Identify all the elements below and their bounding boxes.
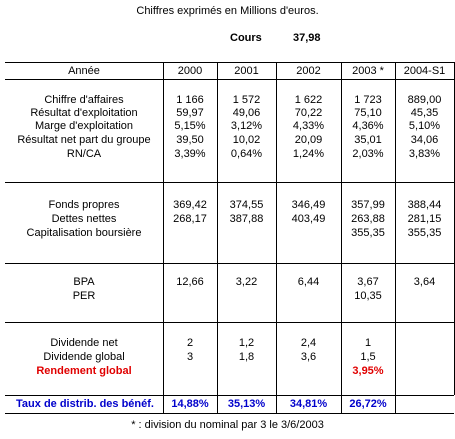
table-cell: 268,17 bbox=[173, 213, 207, 225]
column-divider bbox=[341, 62, 342, 413]
table-cell: 3,67 bbox=[357, 276, 379, 288]
table-cell: 3,6 bbox=[300, 351, 317, 363]
row-label: Dettes nettes bbox=[51, 213, 117, 225]
table-cell: 34,06 bbox=[410, 134, 439, 146]
row-label: Chiffre d'affaires bbox=[44, 94, 124, 106]
table-cell: 355,35 bbox=[351, 227, 385, 239]
row-label: Rendement global bbox=[36, 365, 132, 377]
table-cell: 10,02 bbox=[232, 134, 261, 146]
annee-header: Année bbox=[68, 65, 100, 77]
row-label: Marge d'exploitation bbox=[34, 120, 134, 132]
table-cell: 369,42 bbox=[173, 199, 207, 211]
table-cell: 4,36% bbox=[352, 120, 384, 132]
table-cell: 4,33% bbox=[292, 120, 325, 132]
table-cell: 12,66 bbox=[176, 276, 204, 288]
table-cell: 889,00 bbox=[407, 94, 442, 106]
row-label: Fonds propres bbox=[48, 199, 120, 211]
row-label: PER bbox=[72, 290, 96, 302]
table-cell: 1 572 bbox=[232, 94, 261, 106]
table-cell: 374,55 bbox=[229, 199, 264, 211]
table-cell: 75,10 bbox=[354, 107, 382, 119]
table-cell: 5,15% bbox=[174, 120, 206, 132]
row-label: RN/CA bbox=[66, 148, 102, 160]
table-cell: 388,44 bbox=[407, 199, 442, 211]
year-header: 2000 bbox=[177, 65, 203, 77]
table-cell: 3,22 bbox=[235, 276, 258, 288]
table-cell: 35,01 bbox=[354, 134, 382, 146]
table-cell: 3,95% bbox=[352, 365, 384, 377]
table-cell: 70,22 bbox=[294, 107, 323, 119]
table-rule bbox=[5, 79, 454, 80]
table-cell: 3,12% bbox=[230, 120, 263, 132]
row-label: Capitalisation boursière bbox=[26, 227, 142, 239]
table-cell: 20,09 bbox=[294, 134, 323, 146]
year-header: 2001 bbox=[234, 65, 259, 77]
row-label: Dividende net bbox=[50, 337, 118, 349]
column-divider bbox=[276, 62, 277, 413]
column-divider bbox=[395, 62, 396, 413]
table-cell: 1,2 bbox=[238, 337, 255, 349]
table-cell: 10,35 bbox=[354, 290, 382, 302]
column-divider bbox=[163, 62, 164, 413]
row-label: Résultat d'exploitation bbox=[30, 107, 138, 119]
table-cell: 39,50 bbox=[176, 134, 204, 146]
row-label: BPA bbox=[73, 276, 95, 288]
table-cell: 346,49 bbox=[291, 199, 326, 211]
table-cell: 3,64 bbox=[413, 276, 436, 288]
row-label: Dividende global bbox=[43, 351, 125, 363]
table-rule bbox=[5, 263, 454, 264]
table-caption: Chiffres exprimés en Millions d'euros. bbox=[136, 5, 319, 17]
table-cell: 3 bbox=[186, 351, 194, 363]
year-header: 2002 bbox=[296, 65, 321, 77]
table-cell: 263,88 bbox=[351, 213, 385, 225]
column-divider bbox=[217, 62, 218, 413]
table-cell: 1 622 bbox=[294, 94, 323, 106]
table-cell: 49,06 bbox=[232, 107, 261, 119]
year-header: 2004-S1 bbox=[403, 65, 446, 77]
table-cell: 1,5 bbox=[360, 351, 376, 363]
table-rule bbox=[5, 322, 454, 323]
table-rule bbox=[5, 182, 454, 183]
table-cell: 355,35 bbox=[407, 227, 442, 239]
row-label: Résultat net part du groupe bbox=[17, 134, 151, 146]
table-cell: 1,8 bbox=[238, 351, 255, 363]
table-rule bbox=[5, 395, 454, 396]
table-rule bbox=[5, 62, 454, 63]
row-label: Taux de distrib. des bénéf. bbox=[16, 398, 154, 410]
table-cell: 45,35 bbox=[410, 107, 439, 119]
cours-label: Cours bbox=[230, 32, 262, 44]
table-rule bbox=[5, 413, 454, 414]
table-cell: 34,81% bbox=[289, 398, 328, 410]
table-cell: 26,72% bbox=[349, 398, 387, 410]
table-cell: 14,88% bbox=[171, 398, 209, 410]
table-cell: 387,88 bbox=[229, 213, 264, 225]
table-cell: 357,99 bbox=[351, 199, 385, 211]
table-cell: 1 723 bbox=[354, 94, 382, 106]
table-cell: 2 bbox=[186, 337, 194, 349]
year-header: 2003 * bbox=[352, 65, 384, 77]
table-cell: 281,15 bbox=[407, 213, 442, 225]
table-cell: 3,39% bbox=[174, 148, 206, 160]
table-cell: 0,64% bbox=[230, 148, 263, 160]
table-cell: 35,13% bbox=[227, 398, 266, 410]
table-cell: 5,10% bbox=[408, 120, 441, 132]
table-cell: 1,24% bbox=[292, 148, 325, 160]
table-cell: 1 bbox=[364, 337, 372, 349]
table-cell: 6,44 bbox=[297, 276, 320, 288]
table-cell: 403,49 bbox=[291, 213, 326, 225]
footnote: * : division du nominal par 3 le 3/6/200… bbox=[131, 419, 324, 431]
table-cell: 2,03% bbox=[352, 148, 384, 160]
table-cell: 3,83% bbox=[408, 148, 441, 160]
cours-value: 37,98 bbox=[293, 32, 321, 44]
table-cell: 1 166 bbox=[176, 94, 204, 106]
table-cell: 2,4 bbox=[300, 337, 317, 349]
table-cell: 59,97 bbox=[176, 107, 204, 119]
